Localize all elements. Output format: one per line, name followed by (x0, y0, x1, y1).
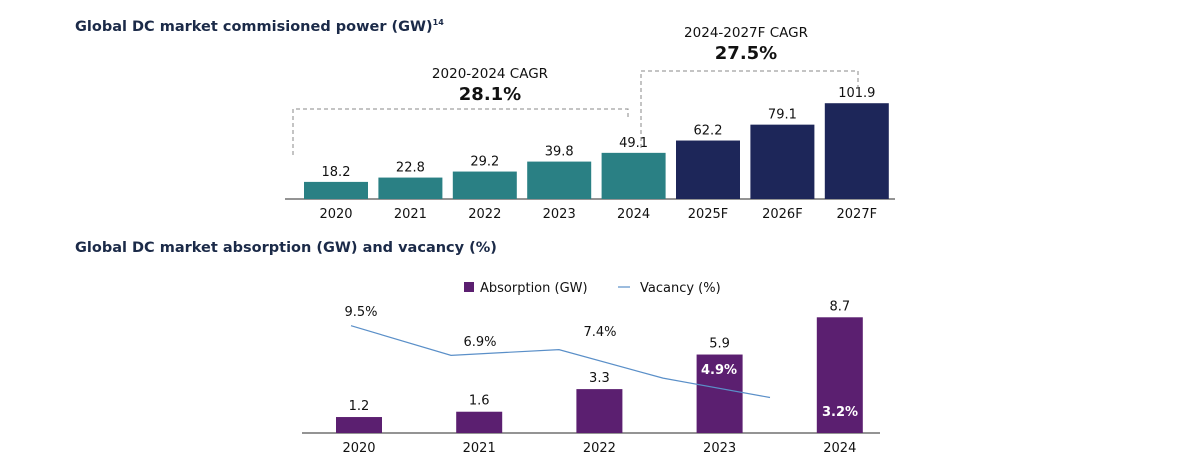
absorption-label: 1.2 (349, 399, 370, 414)
legend-vacancy-label: Vacancy (%) (640, 281, 721, 296)
vacancy-label: 4.9% (701, 363, 737, 378)
chart1-tick-label: 2026F (762, 207, 803, 222)
chart1-bar-label: 29.2 (470, 155, 499, 170)
chart2-tick-label: 2021 (463, 441, 496, 456)
chart1-tick-label: 2020 (319, 207, 352, 222)
vacancy-label: 7.4% (583, 325, 616, 340)
absorption-label: 5.9 (709, 337, 730, 352)
chart1-bar-2023 (527, 161, 592, 199)
vacancy-label: 3.2% (822, 405, 858, 420)
footnote-ref: 14 (432, 18, 444, 27)
chart2-tick-label: 2020 (342, 441, 375, 456)
legend-absorption-swatch (464, 282, 474, 292)
chart1-bar-2024 (601, 152, 666, 199)
cagr-bracket-2020-2024 (292, 108, 629, 155)
chart1-title-text: Global DC market commisioned power (GW) (75, 18, 433, 35)
absorption-label: 8.7 (829, 299, 850, 314)
chart1-bar-label: 49.1 (619, 136, 648, 151)
chart1-bar-2025F (676, 140, 740, 199)
cagr-label-2: 2024-2027F CAGR (684, 25, 808, 41)
chart1-bar-2027F (824, 103, 889, 199)
legend-absorption-label: Absorption (GW) (480, 281, 588, 296)
chart1-bar-label: 62.2 (694, 124, 723, 139)
absorption-bar-2024 (816, 317, 863, 433)
chart1-bar-label: 101.9 (838, 86, 875, 101)
chart2-title: Global DC market absorption (GW) and vac… (75, 240, 497, 256)
chart1-tick-label: 2025F (688, 207, 729, 222)
chart1-tick-label: 2023 (543, 207, 576, 222)
absorption-bar-2022 (576, 389, 623, 433)
cagr-label-1: 2020-2024 CAGR (432, 66, 548, 82)
chart1-tick-label: 2021 (394, 207, 427, 222)
absorption-label: 3.3 (589, 371, 610, 386)
chart2-tick-label: 2024 (823, 441, 856, 456)
absorption-bar-2020 (336, 417, 382, 433)
chart1-bar-label: 79.1 (768, 108, 797, 123)
chart1-tick-label: 2022 (468, 207, 501, 222)
chart2-tick-label: 2023 (703, 441, 736, 456)
cagr-bracket-2024-2027 (640, 70, 859, 148)
chart2-tick-label: 2022 (583, 441, 616, 456)
chart1-title: Global DC market commisioned power (GW)1… (75, 18, 444, 35)
absorption-bar-2021 (456, 411, 503, 433)
chart1-tick-label: 2027F (837, 207, 878, 222)
chart1-bar-label: 18.2 (322, 165, 351, 180)
vacancy-label: 6.9% (463, 335, 496, 350)
chart1-bar-label: 22.8 (396, 161, 425, 176)
chart1-bar-2026F (750, 124, 815, 199)
absorption-label: 1.6 (469, 394, 490, 409)
chart1-bar-2020 (304, 181, 368, 199)
cagr-value-1: 28.1% (459, 84, 521, 105)
absorption-bar-2023 (696, 354, 743, 433)
chart1-tick-label: 2024 (617, 207, 650, 222)
vacancy-line (350, 325, 771, 399)
chart1-bar-2021 (378, 177, 443, 199)
cagr-value-2: 27.5% (715, 43, 777, 64)
chart1-bar-label: 39.8 (545, 145, 574, 160)
chart1-bar-2022 (452, 171, 517, 199)
vacancy-label: 9.5% (344, 305, 377, 320)
